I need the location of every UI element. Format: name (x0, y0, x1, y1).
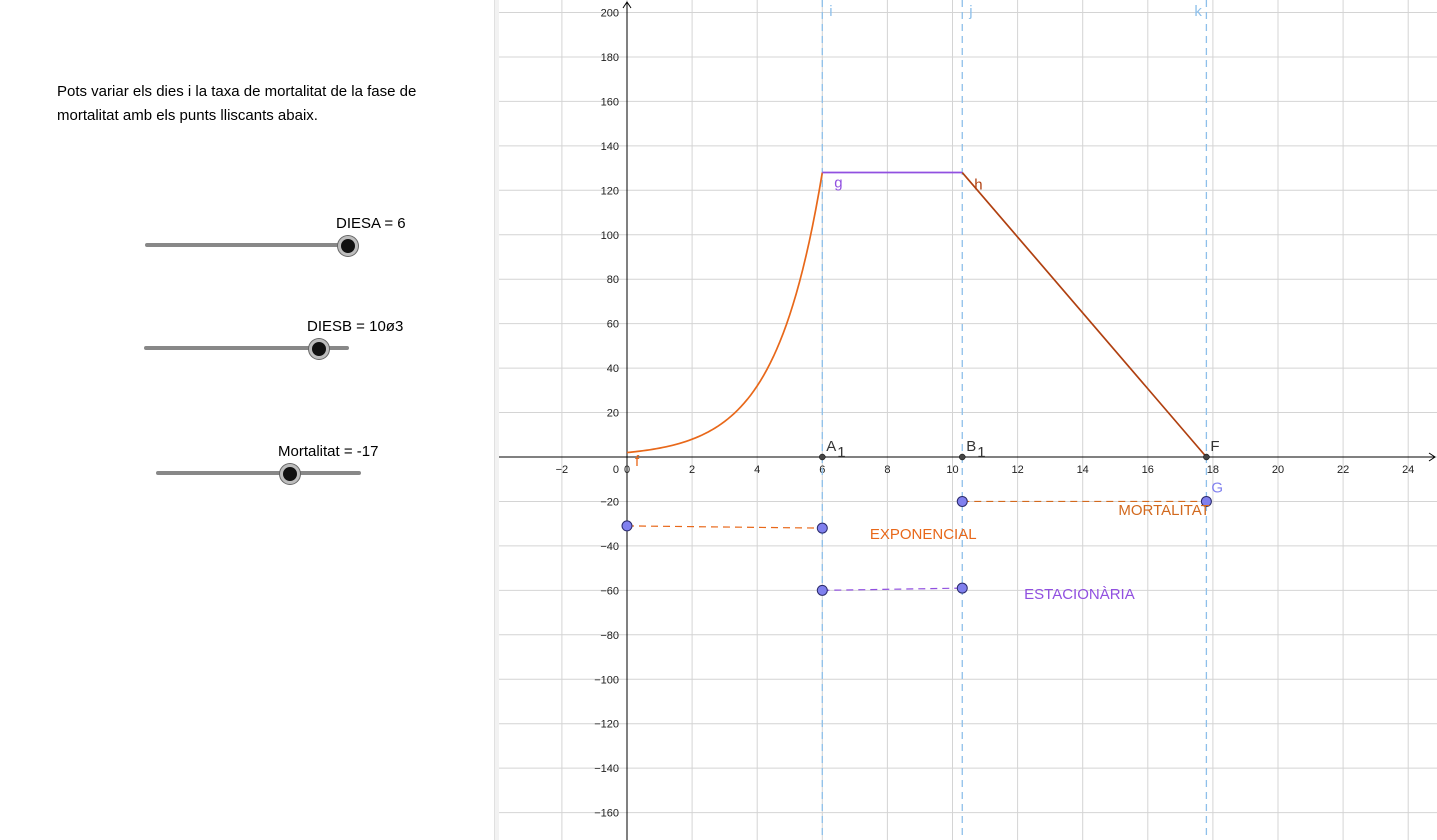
curve-label-f: f (635, 453, 640, 470)
axis-point-label-B: B (966, 438, 976, 455)
slider-label-diesb: DIESB = 10ø3 (307, 318, 404, 335)
y-tick-label: −40 (600, 541, 619, 553)
grid-lines (499, 0, 1437, 840)
slider-track-mortalitat[interactable] (156, 471, 361, 475)
x-tick-label: 24 (1402, 464, 1414, 476)
y-tick-label: −160 (594, 808, 619, 820)
x-tick-label: −2 (556, 464, 569, 476)
x-tick-label: 2 (689, 464, 695, 476)
graphics-view[interactable]: −2024681012141618202224−160−140−120−100−… (499, 0, 1437, 840)
phase-handle-point (1200, 495, 1212, 507)
tick-labels: −2024681012141618202224−160−140−120−100−… (556, 8, 1415, 820)
y-tick-label: −60 (600, 585, 619, 597)
y-tick-label: −140 (594, 763, 619, 775)
phase-handle-point (816, 584, 828, 596)
y-tick-label: −100 (594, 674, 619, 686)
axis-point-subscript: 1 (837, 444, 845, 461)
curve-h (961, 171, 1208, 458)
y-tick-label: 100 (601, 230, 619, 242)
x-tick-label: 4 (754, 464, 760, 476)
curve-label-g: g (834, 175, 842, 192)
x-tick-label: 12 (1011, 464, 1023, 476)
slider-knob-diesb[interactable] (309, 339, 329, 359)
x-tick-label: 8 (884, 464, 890, 476)
x-tick-label: 14 (1077, 464, 1089, 476)
curve-f (626, 172, 824, 454)
phase-label: EXPONENCIAL (870, 526, 977, 543)
x-tick-label: 20 (1272, 464, 1284, 476)
x-tick-label: 10 (946, 464, 958, 476)
slider-knob-diesa[interactable] (338, 236, 358, 256)
y-tick-label: 200 (601, 8, 619, 20)
axes (499, 1, 1436, 840)
phase-segment (626, 525, 823, 529)
phase-label: MORTALITAT (1118, 502, 1209, 519)
curves: f g h (626, 171, 1208, 470)
intro-text: Pots variar els dies i la taxa de mortal… (57, 83, 417, 124)
vertical-line-label-i: i (829, 3, 832, 20)
phase-handle-point (956, 582, 968, 594)
phase-label: ESTACIONÀRIA (1024, 586, 1135, 603)
axis-point-subscript: 1 (977, 444, 985, 461)
phase-handle-point (956, 495, 968, 507)
algebra-panel: Pots variar els dies i la taxa de mortal… (0, 0, 494, 840)
y-axis-arrow (622, 1, 632, 9)
slider-label-mortalitat: Mortalitat = -17 (278, 443, 379, 460)
x-tick-label: 18 (1207, 464, 1219, 476)
axis-point-A (819, 453, 826, 461)
y-tick-label: 60 (607, 319, 619, 331)
phase-handle-point (816, 522, 828, 534)
axis-point-F (1203, 453, 1210, 461)
phase-segments: EXPONENCIAL ESTACIONÀRIA MORTALITAT (621, 495, 1212, 603)
x-tick-label: 16 (1142, 464, 1154, 476)
x-tick-label: 22 (1337, 464, 1349, 476)
axis-point-label-F: F (1210, 438, 1219, 455)
slider-track-diesb[interactable] (144, 346, 349, 350)
y-tick-label: 160 (601, 96, 619, 108)
y-tick-label: −120 (594, 719, 619, 731)
phase-handle-point (621, 520, 633, 532)
points: A 1 B 1 FG (819, 438, 1223, 496)
slider-track-diesa[interactable] (145, 243, 350, 247)
vertical-lines: i j k (821, 0, 1208, 840)
x-tick-label: 0 (624, 464, 630, 476)
y-tick-label: 120 (601, 185, 619, 197)
y-tick-label: −80 (600, 630, 619, 642)
y-tick-label: 20 (607, 408, 619, 420)
point-label-G: G (1211, 479, 1223, 496)
vertical-line-label-j: j (968, 3, 972, 20)
y-tick-label: 180 (601, 52, 619, 64)
panel-divider[interactable] (494, 0, 499, 840)
y-tick-label: 40 (607, 363, 619, 375)
x-axis-arrow (1428, 452, 1436, 462)
vertical-line-label-k: k (1194, 3, 1202, 20)
slider-knob-mortalitat[interactable] (280, 464, 300, 484)
axis-point-B (959, 453, 966, 461)
y-tick-label: −20 (600, 496, 619, 508)
y-tick-label: 140 (601, 141, 619, 153)
axis-point-label-A: A (826, 438, 836, 455)
y-tick-label: 80 (607, 274, 619, 286)
slider-label-diesa: DIESA = 6 (336, 215, 406, 232)
curve-label-h: h (974, 177, 982, 194)
origin-label: 0 (613, 464, 619, 476)
